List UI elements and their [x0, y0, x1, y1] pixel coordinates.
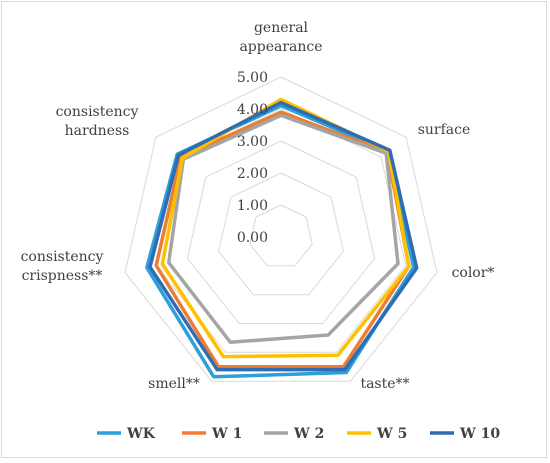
grid-ring-1	[249, 204, 313, 267]
grid-ring-3	[186, 140, 376, 324]
grid-ring-2	[218, 172, 344, 296]
legend-label-wk: WK	[126, 426, 156, 442]
series-line-w10	[148, 100, 419, 372]
radar-tick-labels: 0.00 1.00 2.00 3.00 4.00 5.00	[237, 70, 268, 246]
category-label-5: consistency crispness**	[21, 249, 104, 284]
tick-label-1: 1.00	[237, 198, 268, 214]
radar-category-labels: general appearance surface color* taste** sme…	[21, 20, 495, 392]
category-label-4: smell**	[148, 376, 200, 392]
legend-label-w10: W 10	[459, 426, 500, 442]
category-label-2: color*	[452, 265, 495, 281]
tick-label-5: 5.00	[237, 70, 268, 86]
category-label-6: consistency hardness	[56, 104, 139, 139]
tick-label-2: 2.00	[237, 166, 268, 182]
series-line-w5	[160, 97, 411, 359]
legend-label-w2: W 2	[293, 426, 324, 442]
legend: WK W 1 W 2 W 5 W 10	[97, 426, 500, 442]
category-label-3: taste**	[360, 376, 409, 392]
legend-label-w5: W 5	[376, 426, 407, 442]
tick-label-0: 0.00	[237, 230, 268, 246]
category-label-1: surface	[418, 122, 471, 138]
legend-label-w1: W 1	[211, 426, 242, 442]
chart-frame: 0.00 1.00 2.00 3.00 4.00 5.00 general appearan…	[1, 1, 547, 458]
series-line-w2	[166, 113, 400, 344]
grid-ring-5	[124, 76, 438, 382]
tick-label-4: 4.00	[237, 102, 268, 118]
radar-series	[145, 97, 419, 379]
tick-label-3: 3.00	[237, 134, 268, 150]
category-label-0: general appearance	[239, 20, 322, 55]
